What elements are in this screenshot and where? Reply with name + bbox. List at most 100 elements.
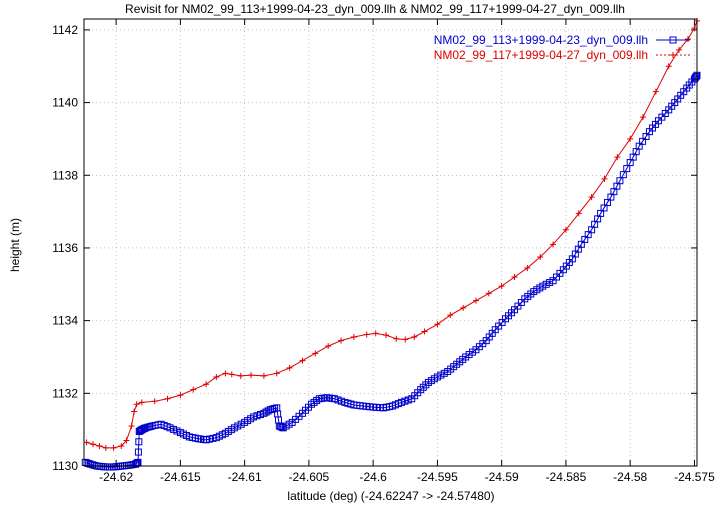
chart-title: Revisit for NM02_99_113+1999-04-23_dyn_0… [125, 2, 625, 16]
data-point [472, 297, 479, 304]
data-point [524, 264, 531, 271]
data-point [83, 439, 90, 446]
data-point [393, 335, 400, 342]
plot-series [81, 17, 701, 471]
data-point [222, 370, 229, 377]
series-1 [81, 71, 701, 471]
data-point [151, 398, 158, 405]
x-tick-label: -24.615 [160, 470, 201, 484]
data-point [691, 74, 699, 82]
data-point [131, 408, 138, 415]
x-tick-label: -24.61 [228, 470, 262, 484]
data-point [434, 321, 441, 328]
data-point [102, 444, 109, 451]
data-point [190, 386, 197, 393]
legend-label: NM02_99_117+1999-04-27_dyn_009.llh [434, 48, 648, 62]
data-point [338, 337, 345, 344]
y-tick-label: 1138 [52, 168, 78, 182]
legend-marker [669, 36, 677, 44]
y-tick-label: 1130 [52, 459, 78, 473]
grid [84, 19, 697, 467]
data-point [614, 154, 621, 161]
data-point [676, 46, 683, 53]
data-point [460, 304, 467, 311]
data-point [89, 441, 96, 448]
data-point [135, 438, 143, 446]
data-point [640, 114, 647, 121]
data-point [164, 395, 171, 402]
x-tick-label: -24.59 [485, 470, 519, 484]
x-tick-label: -24.595 [417, 470, 458, 484]
data-point [299, 357, 306, 364]
data-point [601, 175, 608, 182]
data-point [278, 423, 286, 431]
legend-label: NM02_99_113+1999-04-23_dyn_009.llh [434, 33, 648, 47]
data-point [691, 25, 698, 32]
data-point [485, 290, 492, 297]
data-point [402, 336, 409, 343]
data-point [562, 226, 569, 233]
data-point [421, 328, 428, 335]
data-point [575, 210, 582, 217]
y-tick-label: 1142 [52, 23, 78, 37]
data-point [118, 443, 125, 450]
x-axis: -24.62 -24.615 -24.61 -24.605 -24.6 -24.595 -2… [99, 19, 715, 484]
data-point [123, 437, 130, 444]
data-point [325, 343, 332, 350]
data-point [228, 371, 235, 378]
data-point [213, 373, 220, 380]
data-point [144, 423, 152, 431]
data-point [128, 423, 135, 430]
data-point [286, 364, 293, 371]
data-point [110, 444, 117, 451]
x-axis-title: latitude (deg) (-24.62247 -> -24.57480) [287, 489, 494, 503]
series-line [85, 75, 698, 468]
y-axis-title: height (m) [8, 218, 22, 272]
data-point [312, 350, 319, 357]
data-point [588, 194, 595, 201]
data-point [383, 332, 390, 339]
data-point [133, 401, 140, 408]
data-point [511, 274, 518, 281]
x-tick-label: -24.605 [289, 470, 330, 484]
data-point [537, 254, 544, 261]
data-point [134, 458, 142, 466]
data-point [692, 73, 700, 81]
data-point [665, 63, 672, 70]
x-tick-label: -24.575 [674, 470, 715, 484]
legend-marker [670, 52, 676, 58]
data-point [652, 88, 659, 95]
x-tick-label: -24.6 [359, 470, 387, 484]
data-point [138, 399, 145, 406]
data-point [260, 409, 268, 417]
data-point [203, 381, 210, 388]
y-tick-label: 1136 [52, 241, 78, 255]
y-tick-label: 1132 [52, 386, 78, 400]
data-point [237, 372, 244, 379]
y-tick-label: 1134 [52, 314, 78, 328]
data-point [447, 312, 454, 319]
data-point [96, 443, 103, 450]
data-point [146, 423, 154, 431]
data-point [498, 283, 505, 290]
data-point [260, 372, 267, 379]
series-line [86, 20, 698, 449]
y-tick-label: 1140 [52, 96, 78, 110]
y-axis: 1130 1132 1134 1136 1138 1140 1142 [52, 23, 697, 473]
data-point [550, 241, 557, 248]
plot-frame [83, 18, 698, 467]
data-point [350, 333, 357, 340]
data-point [273, 370, 280, 377]
x-tick-label: -24.62 [99, 470, 133, 484]
series-2 [83, 17, 700, 451]
data-point [134, 448, 142, 456]
data-point [372, 330, 379, 337]
data-point [411, 333, 418, 340]
data-point [268, 405, 276, 413]
data-point [627, 135, 634, 142]
x-tick-label: -24.58 [613, 470, 647, 484]
data-point [363, 331, 370, 338]
data-point [685, 35, 692, 42]
data-point [177, 392, 184, 399]
